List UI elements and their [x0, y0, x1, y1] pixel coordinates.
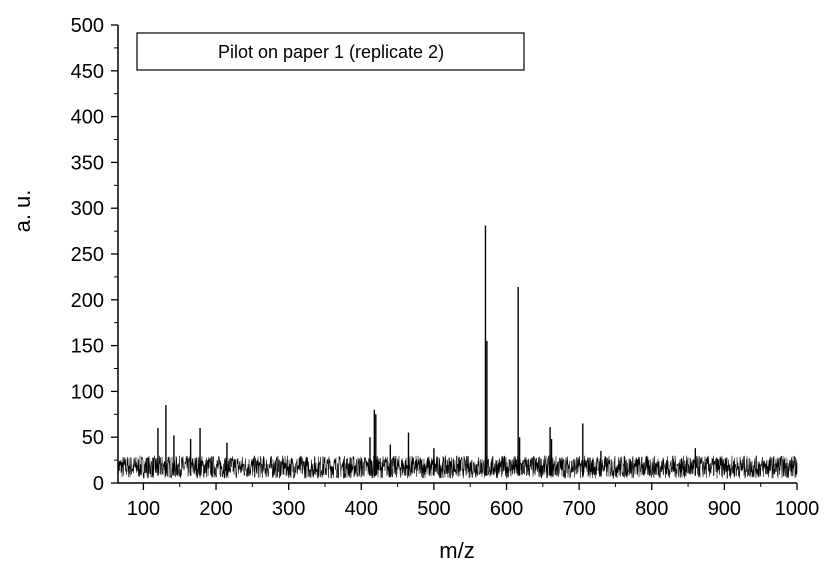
x-tick-label: 900 — [708, 498, 741, 520]
baseline-noise — [117, 455, 798, 480]
y-tick-label: 400 — [71, 107, 104, 129]
y-tick-label: 500 — [71, 15, 104, 37]
y-axis-title: a. u. — [10, 190, 35, 233]
x-tick-label: 200 — [199, 498, 232, 520]
y-tick-label: 150 — [71, 336, 104, 358]
x-tick-label: 300 — [272, 498, 305, 520]
spectrum-peaks — [157, 225, 697, 476]
y-axis-ticks: 0 50 100 150 200 250 300 350 400 450 500 — [71, 15, 118, 495]
x-axis-title: m/z — [439, 538, 474, 563]
x-tick-label: 700 — [562, 498, 595, 520]
x-tick-label: 500 — [417, 498, 450, 520]
x-axis-ticks: 100 200 300 400 500 600 700 800 900 1000 — [127, 483, 820, 520]
y-tick-label: 450 — [71, 61, 104, 83]
x-tick-label: 1000 — [775, 498, 820, 520]
y-tick-label: 100 — [71, 381, 104, 403]
legend-box: Pilot on paper 1 (replicate 2) — [136, 32, 525, 71]
legend-label: Pilot on paper 1 (replicate 2) — [218, 42, 444, 62]
x-tick-label: 400 — [345, 498, 378, 520]
y-tick-label: 0 — [93, 473, 104, 495]
axes — [117, 25, 797, 484]
y-tick-label: 300 — [71, 198, 104, 220]
y-tick-label: 200 — [71, 290, 104, 312]
x-tick-label: 600 — [490, 498, 523, 520]
spectrum-trace — [117, 455, 798, 480]
legend-frame — [136, 32, 525, 71]
y-tick-label: 350 — [71, 152, 104, 174]
x-tick-label: 800 — [635, 498, 668, 520]
y-tick-label: 250 — [71, 244, 104, 266]
y-tick-label: 50 — [82, 427, 104, 449]
x-tick-label: 100 — [127, 498, 160, 520]
